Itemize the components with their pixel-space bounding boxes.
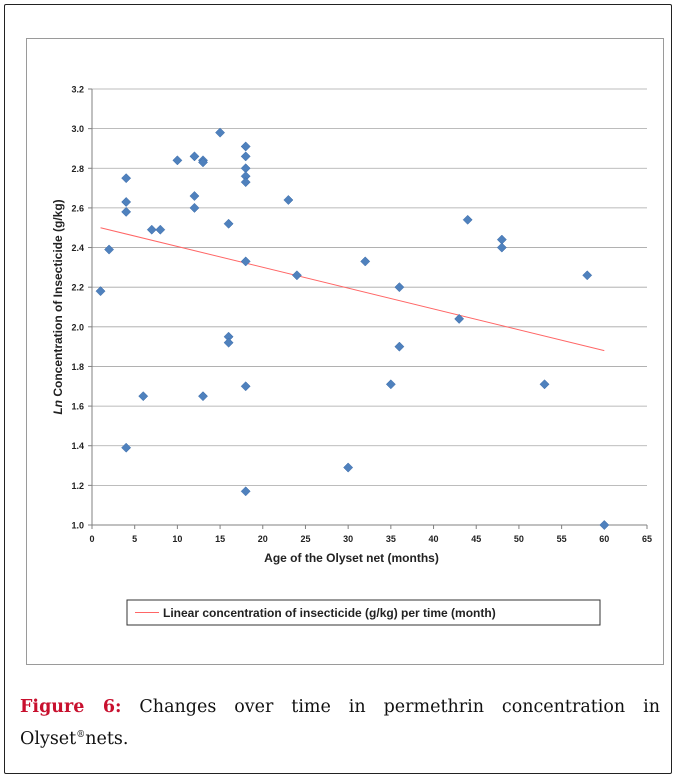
data-point (599, 520, 610, 530)
data-point (95, 286, 106, 297)
y-tick-label: 2.4 (71, 243, 84, 253)
x-tick-label: 5 (132, 534, 137, 544)
y-tick-label: 2.6 (71, 203, 84, 213)
x-tick-label: 65 (642, 534, 652, 544)
data-point (240, 381, 251, 392)
data-point (496, 242, 507, 253)
y-axis-title-rest: Concentration of Insecticide (g/kg) (51, 199, 65, 400)
data-point (121, 173, 132, 184)
data-point (343, 462, 354, 473)
x-tick-label: 60 (599, 534, 609, 544)
data-point (394, 282, 405, 293)
data-point (360, 256, 371, 267)
y-tick-label: 1.0 (71, 521, 84, 531)
x-tick-label: 15 (215, 534, 225, 544)
data-point (198, 391, 208, 402)
data-point (240, 141, 251, 152)
data-point (223, 337, 234, 348)
data-point (121, 442, 132, 453)
data-point (283, 195, 294, 205)
figure-caption: Figure 6: Changes over time in permethri… (20, 693, 660, 753)
data-point (189, 202, 200, 213)
y-tick-label: 1.4 (71, 441, 84, 451)
x-tick-label: 55 (557, 534, 567, 544)
data-point (385, 379, 396, 390)
y-tick-label: 2.0 (71, 322, 84, 332)
data-point (104, 244, 115, 255)
x-tick-label: 50 (514, 534, 524, 544)
x-tick-label: 25 (300, 534, 310, 544)
legend-box (126, 599, 601, 626)
caption-text-end: nets. (85, 728, 129, 749)
y-axis-title-ln: Ln (51, 400, 65, 415)
caption-label: Figure 6: (20, 697, 122, 717)
data-point (121, 206, 132, 217)
data-point (189, 191, 200, 201)
legend-label: Linear concentration of insecticide (g/k… (163, 606, 496, 620)
data-point (394, 341, 405, 352)
x-tick-label: 10 (172, 534, 182, 544)
data-point (539, 379, 550, 390)
data-point (454, 313, 465, 324)
x-tick-label: 0 (89, 534, 94, 544)
scatter-chart: 1.0 1.2 1.4 1.6 1.8 2.0 2.2 2.4 2.6 2.8 3.0 3.2 0 5 10… (51, 85, 652, 626)
data-point (462, 214, 473, 225)
data-point (223, 218, 234, 229)
data-point (582, 270, 593, 281)
x-tick-label: 40 (429, 534, 439, 544)
x-tick-label: 45 (471, 534, 481, 544)
data-point (240, 486, 251, 497)
data-point (146, 224, 157, 235)
data-point (138, 391, 149, 402)
data-point (121, 197, 132, 207)
y-tick-label: 2.2 (71, 283, 84, 293)
registered-mark: ® (76, 730, 86, 740)
data-point (240, 151, 251, 162)
data-point (240, 256, 251, 267)
y-tick-label: 1.2 (71, 481, 84, 491)
data-point (215, 127, 226, 138)
y-tick-label: 1.8 (71, 362, 84, 372)
caption-text: Changes over time in permethrin concentr… (20, 697, 660, 749)
x-tick-label: 20 (258, 534, 268, 544)
x-tick-label: 35 (386, 534, 396, 544)
data-point (240, 177, 251, 188)
trend-line (100, 227, 605, 352)
y-tick-label: 3.0 (71, 124, 84, 134)
data-point (189, 151, 200, 162)
data-point (198, 157, 208, 168)
x-axis-title: Age of the Olyset net (months) (264, 551, 439, 565)
data-point (291, 270, 302, 281)
y-tick-label: 2.8 (71, 164, 84, 174)
x-tick-label: 30 (343, 534, 353, 544)
y-tick-label: 3.2 (71, 85, 84, 95)
y-axis-title: Ln Concentration of Insecticide (g/kg) (51, 199, 65, 414)
data-point (172, 155, 183, 166)
figure-frame (4, 4, 672, 774)
y-tick-label: 1.6 (71, 402, 84, 412)
chart-frame (26, 38, 664, 665)
data-point (155, 224, 166, 235)
